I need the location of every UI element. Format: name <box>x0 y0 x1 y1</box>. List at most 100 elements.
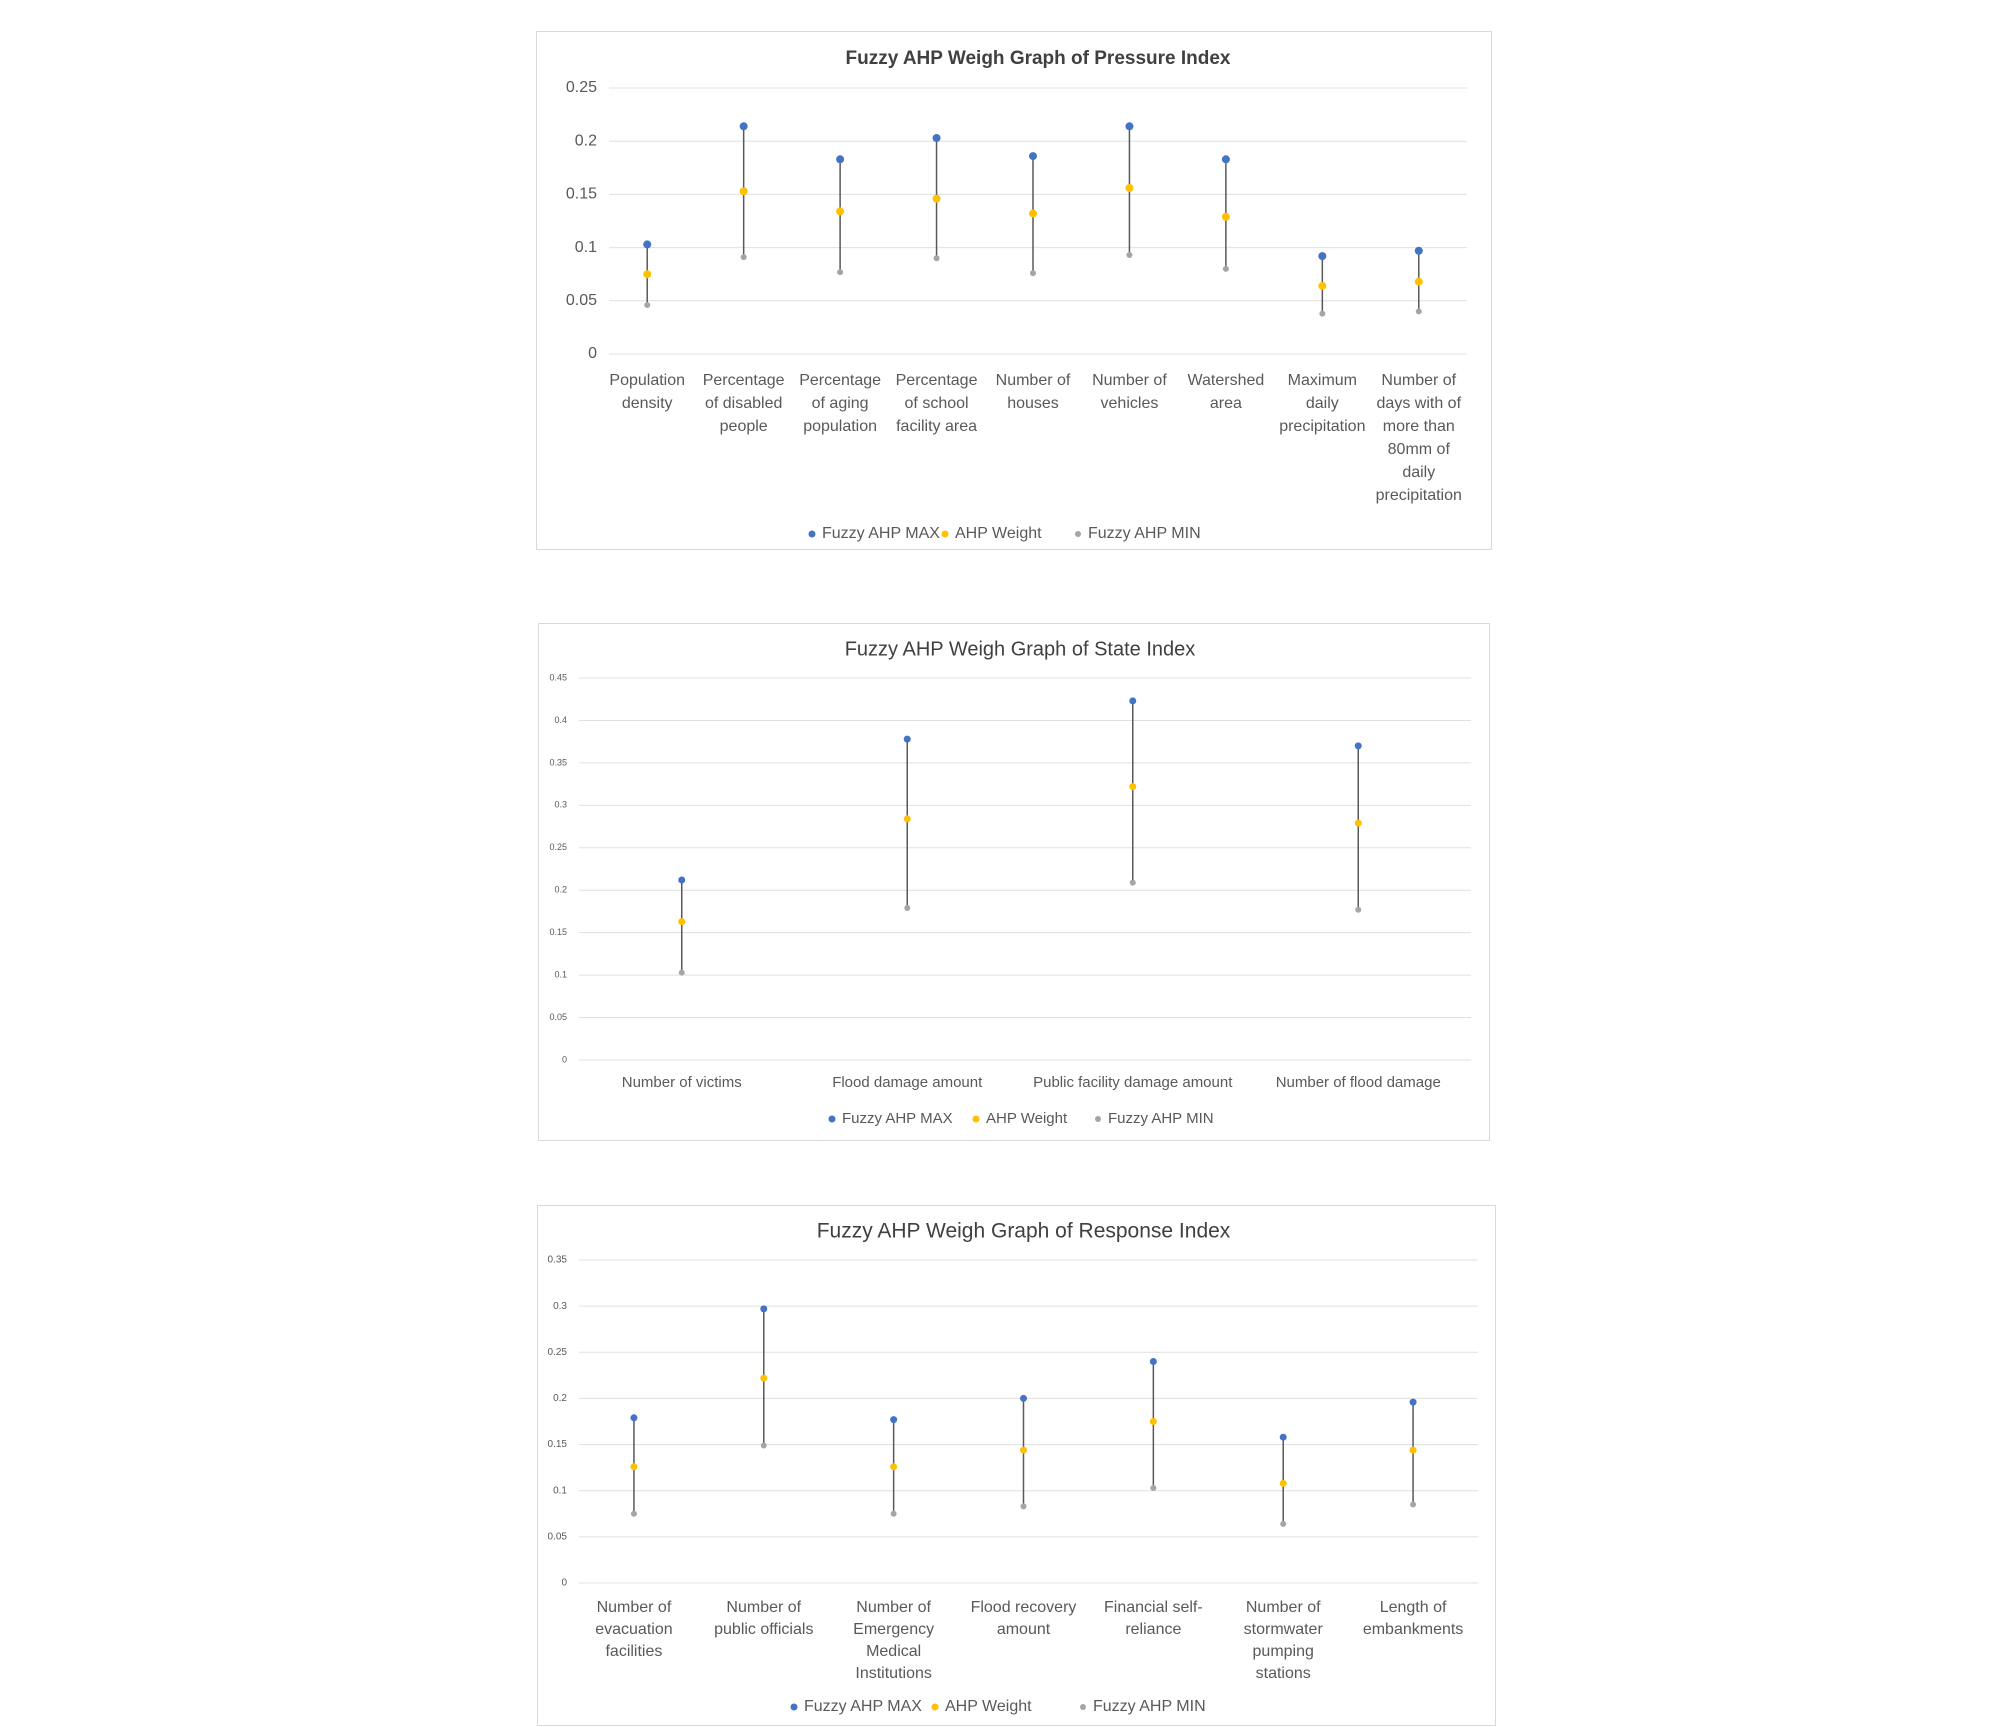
fuzzy-ahp-max-point <box>1129 697 1137 705</box>
category-label: vehicles <box>1101 395 1159 412</box>
category-label: of aging <box>812 395 869 412</box>
y-tick-label: 0.15 <box>549 927 567 937</box>
legend-marker <box>808 530 816 538</box>
category-label: precipitation <box>1279 418 1365 435</box>
fuzzy-ahp-max-point <box>678 876 686 884</box>
ahp-weight-point <box>903 815 911 823</box>
y-tick-label: 0.3 <box>554 800 567 810</box>
category-label: daily <box>1306 395 1339 412</box>
category-label: amount <box>997 1621 1051 1638</box>
category-label: Number of <box>856 1599 931 1616</box>
chart-title: Fuzzy AHP Weigh Graph of State Index <box>845 638 1196 660</box>
ahp-weight-point <box>1409 1446 1417 1454</box>
fuzzy-ahp-min-point <box>1355 906 1362 913</box>
category-label: Public facility damage amount <box>1033 1074 1233 1091</box>
fuzzy-ahp-max-point <box>836 155 845 164</box>
y-tick-label: 0.25 <box>549 842 567 852</box>
legend-marker <box>828 1115 836 1123</box>
legend-marker <box>1095 1116 1101 1122</box>
legend-label: AHP Weight <box>945 1698 1032 1715</box>
fuzzy-ahp-max-point <box>630 1414 638 1422</box>
legend-marker <box>1075 531 1081 537</box>
category-label: of school <box>905 395 969 412</box>
fuzzy-ahp-max-point <box>1029 152 1037 161</box>
y-tick-label: 0.05 <box>548 1531 568 1542</box>
legend-label: Fuzzy AHP MIN <box>1108 1110 1214 1127</box>
y-tick-label: 0.25 <box>566 79 597 96</box>
category-label: days with of <box>1377 395 1462 412</box>
fuzzy-ahp-max-point <box>1125 122 1134 131</box>
fuzzy-ahp-min-point <box>1222 265 1229 272</box>
fuzzy-ahp-max-point <box>890 1416 898 1424</box>
y-tick-label: 0 <box>561 1578 567 1589</box>
y-tick-label: 0 <box>562 1054 567 1064</box>
legend-label: Fuzzy AHP MAX <box>804 1698 922 1715</box>
ahp-weight-point <box>1318 281 1327 290</box>
fuzzy-ahp-min-point <box>933 255 940 262</box>
category-label: Percentage <box>896 372 978 389</box>
category-label: Number of <box>597 1599 672 1616</box>
response-index-chart: Fuzzy AHP Weigh Graph of Response Index 0… <box>537 1205 1496 1726</box>
category-label: stormwater <box>1244 1621 1324 1638</box>
legend-label: Fuzzy AHP MIN <box>1093 1698 1206 1715</box>
category-label: population <box>803 418 877 435</box>
category-label: Number of <box>1246 1599 1321 1616</box>
y-tick-label: 0.05 <box>566 292 597 309</box>
category-label: of disabled <box>705 395 782 412</box>
fuzzy-ahp-max-point <box>1354 742 1362 750</box>
legend-label: AHP Weight <box>986 1110 1068 1127</box>
fuzzy-ahp-min-point <box>740 254 747 261</box>
legend-marker <box>790 1703 798 1711</box>
ahp-weight-point <box>678 918 686 926</box>
ahp-weight-point <box>1125 184 1134 193</box>
category-label: precipitation <box>1376 487 1462 504</box>
category-label: 80mm of <box>1388 441 1451 458</box>
category-label: Financial self- <box>1104 1599 1203 1616</box>
fuzzy-ahp-min-point <box>1280 1520 1287 1527</box>
y-tick-label: 0.05 <box>549 1012 567 1022</box>
fuzzy-ahp-min-point <box>1415 308 1422 315</box>
category-label: Emergency <box>853 1621 934 1638</box>
ahp-weight-point <box>1414 277 1423 286</box>
ahp-weight-point <box>890 1463 898 1471</box>
pressure-index-chart-svg: Fuzzy AHP Weigh Graph of Pressure Index 0… <box>566 48 1467 542</box>
y-tick-label: 0.45 <box>549 672 567 682</box>
response-index-chart-svg: Fuzzy AHP Weigh Graph of Response Index 0… <box>548 1220 1478 1715</box>
fuzzy-ahp-min-point <box>630 1510 637 1517</box>
category-label: area <box>1210 395 1242 412</box>
ahp-weight-point <box>1354 819 1362 827</box>
category-label: stations <box>1256 1665 1311 1682</box>
category-label: Percentage <box>703 372 785 389</box>
category-label: Institutions <box>855 1665 931 1682</box>
category-label: density <box>622 395 673 412</box>
legend-label: Fuzzy AHP MIN <box>1088 525 1201 542</box>
category-label: Number of victims <box>622 1074 742 1091</box>
ahp-weight-point <box>1020 1446 1027 1454</box>
legend-marker <box>972 1115 980 1123</box>
fuzzy-ahp-max-point <box>1414 246 1423 255</box>
y-tick-label: 0 <box>588 345 597 362</box>
category-label: Number of flood damage <box>1276 1074 1441 1091</box>
fuzzy-ahp-max-point <box>1279 1433 1287 1441</box>
pressure-index-chart: Fuzzy AHP Weigh Graph of Pressure Index 0… <box>536 31 1492 550</box>
category-label: Population <box>609 372 685 389</box>
fuzzy-ahp-min-point <box>1129 879 1136 886</box>
ahp-weight-point <box>739 187 748 196</box>
ahp-weight-point <box>760 1374 768 1382</box>
chart-title: Fuzzy AHP Weigh Graph of Response Index <box>817 1220 1231 1243</box>
category-label: Flood damage amount <box>832 1074 983 1091</box>
y-tick-label: 0.1 <box>553 1485 567 1496</box>
ahp-weight-point <box>836 207 845 216</box>
category-label: evacuation <box>595 1621 672 1638</box>
legend-marker <box>931 1703 939 1711</box>
fuzzy-ahp-min-point <box>1150 1484 1157 1491</box>
category-label: Flood recovery <box>971 1599 1077 1616</box>
fuzzy-ahp-min-point <box>904 905 911 912</box>
fuzzy-ahp-max-point <box>1020 1394 1027 1402</box>
y-tick-label: 0.1 <box>575 239 597 256</box>
category-label: people <box>720 418 768 435</box>
ahp-weight-point <box>1129 783 1137 791</box>
y-tick-label: 0.25 <box>548 1347 568 1358</box>
ahp-weight-point <box>1149 1418 1157 1425</box>
y-tick-label: 0.4 <box>554 715 567 725</box>
